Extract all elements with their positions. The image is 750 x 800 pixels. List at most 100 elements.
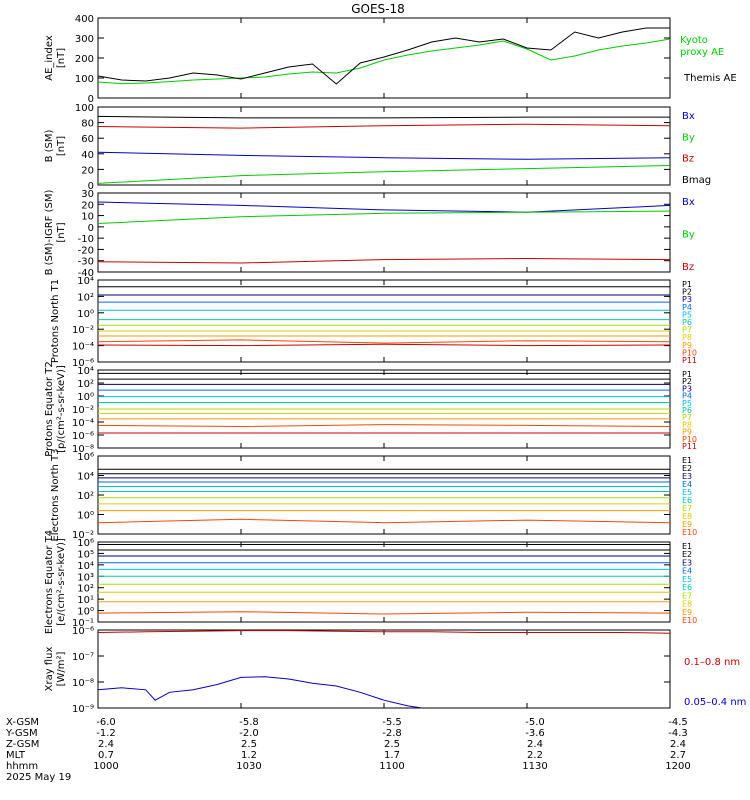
panel-frame bbox=[97, 192, 671, 273]
series-line-bx bbox=[97, 151, 671, 160]
legend-label: E10 bbox=[682, 616, 697, 625]
date-label: 2025 May 19 bbox=[6, 772, 71, 783]
series-line-p10 bbox=[97, 424, 671, 428]
series-line-p10 bbox=[97, 339, 671, 344]
legend-label: E4 bbox=[682, 480, 692, 489]
y-tick-label: 10⁰ bbox=[77, 309, 94, 320]
y-tick-label: 10⁻⁷ bbox=[72, 652, 94, 663]
legend-label: E6 bbox=[682, 496, 692, 505]
legend-label: P5 bbox=[682, 399, 692, 408]
legend-label: P10 bbox=[682, 435, 697, 444]
legend-label: P10 bbox=[682, 348, 697, 357]
legend-label: Kyoto bbox=[680, 35, 708, 46]
y-tick-label: 10² bbox=[77, 292, 94, 303]
y-tick-label: 10⁻⁴ bbox=[72, 418, 94, 429]
y-tick-label: 300 bbox=[75, 34, 94, 45]
y-axis-label: Electrons Equator T4 bbox=[44, 530, 55, 634]
y-tick-label: 10⁶ bbox=[77, 538, 94, 549]
axis-row-label: Y-GSM bbox=[5, 728, 38, 739]
series-line-e10 bbox=[97, 611, 671, 615]
axis-row-value: 1100 bbox=[379, 761, 404, 772]
legend-label: P9 bbox=[682, 341, 692, 350]
legend-label: P7 bbox=[682, 326, 692, 335]
axis-row-value: 1.7 bbox=[384, 750, 400, 761]
legend-label: P3 bbox=[682, 384, 692, 393]
y-tick-label: 10⁴ bbox=[77, 276, 94, 287]
legend-label: E7 bbox=[682, 591, 692, 600]
series-line-bx bbox=[97, 201, 671, 213]
axis-row-value: -5.0 bbox=[525, 717, 545, 728]
legend-label: 0.05–0.4 nm bbox=[684, 697, 746, 708]
y-tick-label: 10⁻⁹ bbox=[72, 704, 94, 715]
legend-label: P4 bbox=[682, 392, 692, 401]
legend-label: E10 bbox=[682, 528, 697, 537]
axis-row-value: -5.8 bbox=[239, 717, 259, 728]
legend-label: P1 bbox=[682, 280, 692, 289]
legend-label: By bbox=[682, 230, 695, 241]
legend-label: P6 bbox=[682, 318, 692, 327]
legend-label: E9 bbox=[682, 520, 692, 529]
legend-label: Bx bbox=[682, 111, 695, 122]
legend-label: P11 bbox=[682, 442, 697, 451]
axis-row-value: -3.6 bbox=[525, 728, 545, 739]
series-line-kyoto-proxy-ae bbox=[97, 38, 671, 85]
axis-row-value: 1000 bbox=[93, 761, 118, 772]
legend-label: E3 bbox=[682, 558, 692, 567]
legend-label: E2 bbox=[682, 464, 692, 473]
y-tick-label: 10 bbox=[81, 212, 94, 223]
y-tick-label: 10⁻⁸ bbox=[72, 444, 94, 455]
legend-label: P2 bbox=[682, 288, 692, 297]
legend-label: P5 bbox=[682, 310, 692, 319]
y-tick-label: 10¹ bbox=[77, 595, 94, 606]
y-tick-label: 10⁻⁸ bbox=[72, 678, 94, 689]
y-axis-unit: [e/(cm²-s-sr-keV)] bbox=[56, 538, 67, 626]
axis-row-value: 2.5 bbox=[384, 739, 400, 750]
axis-row-label: X-GSM bbox=[6, 717, 39, 728]
y-tick-label: 20 bbox=[81, 165, 94, 176]
y-tick-label: 0 bbox=[88, 94, 94, 105]
panel-5: 10⁻⁸ 10⁻⁶ 10⁻⁴ 10⁻² 10⁰ 10² 10⁴ Protons Equator… bbox=[44, 361, 697, 457]
y-tick-label: 10⁻² bbox=[72, 325, 94, 336]
y-axis-label: B (SM)-IGRF (SM) bbox=[44, 190, 55, 276]
axis-row-value: -1.2 bbox=[96, 728, 116, 739]
series-line-by bbox=[97, 165, 671, 184]
legend-label: E4 bbox=[682, 567, 692, 576]
panel-frame bbox=[97, 17, 671, 99]
legend-label: P3 bbox=[682, 295, 692, 304]
y-tick-label: 10⁻¹ bbox=[72, 618, 94, 629]
y-tick-label: 60 bbox=[81, 134, 94, 145]
y-axis-label: AE_index bbox=[44, 35, 55, 81]
axis-row-value: -2.8 bbox=[382, 728, 402, 739]
legend-label: Bz bbox=[682, 154, 694, 165]
legend-label: P8 bbox=[682, 333, 692, 342]
y-tick-label: -40 bbox=[78, 268, 94, 279]
y-tick-label: 10⁻⁶ bbox=[72, 626, 94, 637]
legend-label: P8 bbox=[682, 420, 692, 429]
axis-row-value: 1200 bbox=[665, 761, 690, 772]
axis-row-value: 1130 bbox=[522, 761, 547, 772]
legend-label: P11 bbox=[682, 356, 697, 365]
y-tick-label: 100 bbox=[75, 103, 94, 114]
axis-row-label: MLT bbox=[6, 750, 26, 761]
legend-label: P7 bbox=[682, 413, 692, 422]
panel-2: 0 20 40 60 80 100 B (SM) [nT] Bx By Bz Bmag bbox=[44, 103, 711, 192]
axis-row-value: -6.0 bbox=[96, 717, 116, 728]
y-axis-label: B (SM) bbox=[44, 129, 55, 162]
y-axis-label: Electrons North T3 bbox=[50, 448, 61, 541]
y-tick-label: 10⁴ bbox=[77, 561, 94, 572]
series-line-e10 bbox=[97, 518, 671, 524]
legend-label: P4 bbox=[682, 303, 692, 312]
series-line-p11 bbox=[97, 343, 671, 347]
legend-label: E3 bbox=[682, 472, 692, 481]
axis-row-value: 1030 bbox=[236, 761, 261, 772]
legend-label: P2 bbox=[682, 377, 692, 386]
legend-label: E1 bbox=[682, 542, 692, 551]
legend-label: P9 bbox=[682, 428, 692, 437]
legend-label: E7 bbox=[682, 504, 692, 513]
y-tick-label: 30 bbox=[81, 189, 94, 200]
legend-label: 0.1–0.8 nm bbox=[684, 657, 740, 668]
series-line-bz bbox=[97, 123, 671, 129]
